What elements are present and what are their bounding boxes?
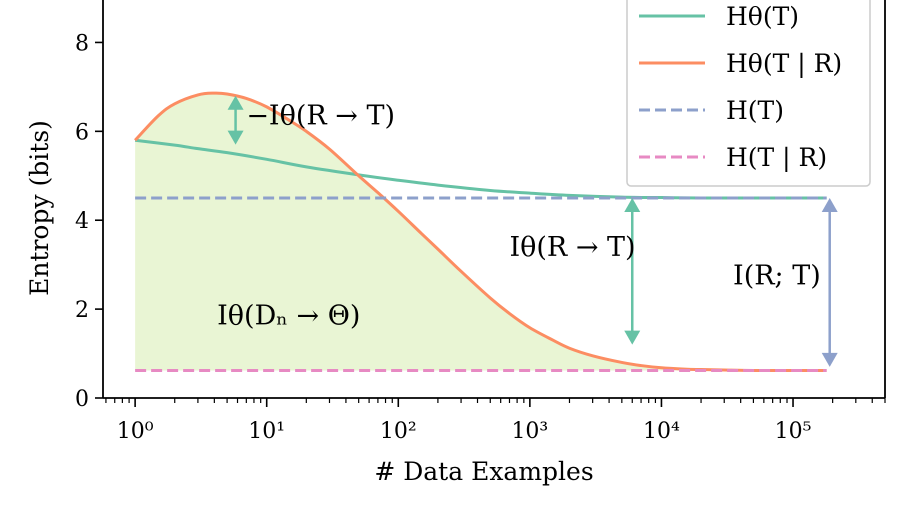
y-tick-label-4: 8 <box>75 31 89 56</box>
legend-label-3: H(T | R) <box>726 143 827 173</box>
arrow-head-top-mi-theta <box>624 198 641 212</box>
x-tick-label-0: 10⁰ <box>117 419 154 444</box>
arrow-head-bottom-mi-true <box>821 352 838 367</box>
x-tick-label-1: 10¹ <box>248 419 285 444</box>
arrow-head-bottom-mi-theta <box>624 330 641 345</box>
y-tick-label-1: 2 <box>75 298 89 323</box>
legend: Hθ(T) Hθ(T | R) H(T) H(T | R) <box>626 0 871 187</box>
arrow-head-bottom-neg-mi <box>227 130 244 145</box>
x-tick-label-2: 10² <box>380 419 417 444</box>
arrow-head-top-mi-true <box>821 198 838 212</box>
annotation-layer: −Iθ(R → T) Iθ(R → T) I(R; T) Iθ(Dₙ → Θ) <box>217 95 838 367</box>
legend-label-2: H(T) <box>726 96 784 125</box>
fill-region <box>135 93 827 371</box>
y-tick-label-3: 6 <box>75 120 89 145</box>
x-tick-label-4: 10⁴ <box>643 419 680 444</box>
y-axis-label: Entropy (bits) <box>25 120 54 296</box>
y-tick-label-2: 4 <box>75 209 89 234</box>
legend-label-1: Hθ(T | R) <box>726 49 842 79</box>
fill-layer <box>135 93 827 371</box>
x-tick-label-3: 10³ <box>511 419 548 444</box>
annotation-neg-mi: −Iθ(R → T) <box>246 101 395 132</box>
x-axis-label: # Data Examples <box>374 457 593 486</box>
arrow-head-top-neg-mi <box>227 95 244 110</box>
annotation-mi-true: I(R; T) <box>733 261 821 292</box>
legend-label-0: Hθ(T) <box>726 2 799 31</box>
legend-frame <box>626 0 871 187</box>
series-layer <box>134 91 827 372</box>
y-tick-label-0: 0 <box>75 387 89 412</box>
axes-layer: 0 2 4 6 8 10⁰ 10¹ 10² 10³ 10⁴ 10⁵ # Data Examples En… <box>25 0 886 486</box>
annotation-data-info: Iθ(Dₙ → Θ) <box>217 301 360 332</box>
annotation-mi-theta: Iθ(R → T) <box>509 232 635 263</box>
x-tick-label-5: 10⁵ <box>775 419 812 444</box>
